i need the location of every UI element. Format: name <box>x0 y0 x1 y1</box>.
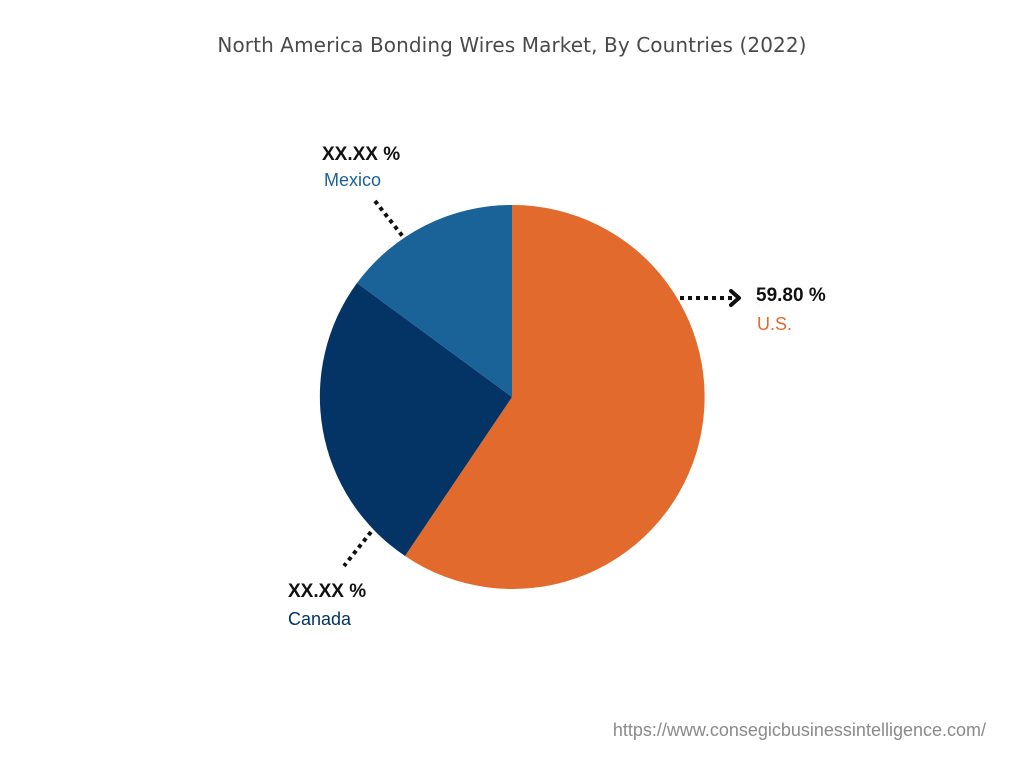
leader-line-canada <box>342 530 373 568</box>
label-canada-value: XX.XX % <box>288 581 367 602</box>
label-mexico-name: Mexico <box>324 170 382 190</box>
slice-us <box>405 204 705 589</box>
source-url: https://www.consegicbusinessintelligence… <box>612 720 986 740</box>
label-canada-name: Canada <box>288 609 352 629</box>
label-us-name: U.S. <box>757 314 793 334</box>
label-mexico-value: XX.XX % <box>322 144 401 165</box>
slice-canada <box>319 283 512 556</box>
chart-title: North America Bonding Wires Market, By C… <box>217 33 807 57</box>
label-us-value: 59.80 % <box>756 285 826 306</box>
arrow-head-icon <box>729 289 741 307</box>
leader-line-mexico <box>373 199 406 240</box>
slice-mexico <box>357 204 512 397</box>
